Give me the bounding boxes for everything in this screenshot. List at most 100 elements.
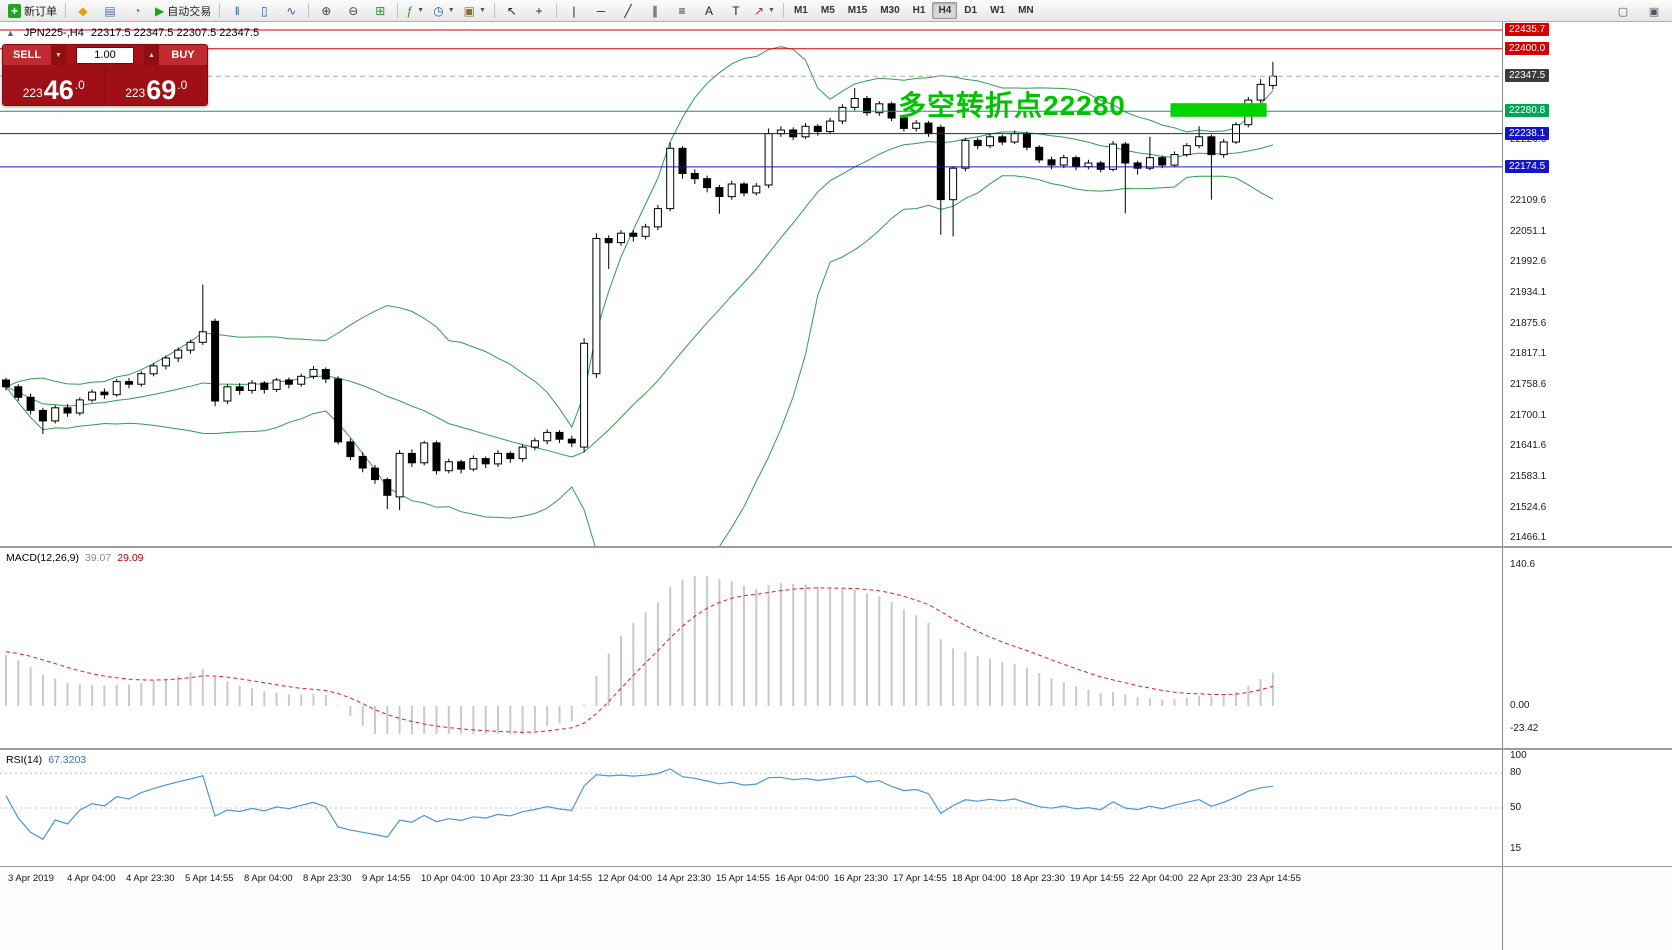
timeframe-button-w1[interactable]: W1 <box>990 5 1006 16</box>
tile-windows-icon[interactable]: ⊞ <box>367 1 393 21</box>
timeframe-button-h4[interactable]: H4 <box>932 2 958 19</box>
candle <box>875 103 884 114</box>
candle <box>1268 75 1277 86</box>
buy-button[interactable]: BUY <box>159 45 207 65</box>
bollinger-lower-band <box>5 175 1274 546</box>
timeframe-button-d1[interactable]: D1 <box>964 5 978 16</box>
macd-axis-label: -23.42 <box>1510 723 1539 735</box>
main-chart-canvas[interactable] <box>0 22 1502 546</box>
timeframe-button-m30[interactable]: M30 <box>880 5 900 16</box>
main-chart-plot[interactable]: ▲ JPN225-,H4 22317.5 22347.5 22307.5 223… <box>0 22 1502 546</box>
macd-plot[interactable]: MACD(12,26,9) 39.07 29.09 <box>0 548 1502 748</box>
candle <box>420 442 429 464</box>
templates-icon[interactable]: ▣ ▼ <box>460 1 490 21</box>
candle <box>924 122 933 135</box>
rsi-canvas[interactable] <box>0 750 1502 866</box>
price-tick: 21583.1 <box>1510 470 1547 482</box>
turning-point-zone[interactable] <box>1170 103 1267 117</box>
timeframe-button-m15[interactable]: M15 <box>847 5 868 16</box>
price-tag-22400.0: 22400.0 <box>1505 41 1550 55</box>
indicators-icon[interactable]: ƒ ▼ <box>402 1 428 21</box>
candle <box>555 431 564 440</box>
new-order-button[interactable]: + 新订单 <box>4 1 61 21</box>
text-icon: A <box>704 3 713 18</box>
fullscreen-icon[interactable]: ▢ <box>1617 5 1629 18</box>
turning-point-annotation[interactable]: 多空转折点22280 <box>898 90 1126 121</box>
candle <box>973 139 982 147</box>
rsi-name: RSI(14) <box>6 754 43 766</box>
arrows-icon[interactable]: ↗ ▼ <box>750 1 779 21</box>
autotrading-button[interactable]: ▶ 自动交易 <box>151 1 215 21</box>
time-label: 17 Apr 14:55 <box>893 873 947 884</box>
time-label: 15 Apr 14:55 <box>716 873 770 884</box>
periods-icon[interactable]: ◷ ▼ <box>429 1 458 21</box>
channel-icon: ∥ <box>651 3 658 18</box>
macd-panel: MACD(12,26,9) 39.07 29.09 140.6 0.00 -23.4… <box>0 546 1672 748</box>
candle <box>383 479 392 496</box>
volume-increase-button[interactable]: ▲ <box>144 45 159 65</box>
horizontal-line-icon: ─ <box>596 3 606 18</box>
candle <box>690 173 699 180</box>
timeframe-button-m5[interactable]: M5 <box>820 5 835 16</box>
rsi-plot[interactable]: RSI(14) 67.3203 <box>0 750 1502 866</box>
candle <box>1010 133 1019 143</box>
rsi-axis: 100 80 50 15 <box>1502 750 1672 866</box>
volume-input[interactable] <box>76 46 134 64</box>
candle <box>469 458 478 470</box>
refresh-icon[interactable]: ◔ <box>124 1 150 21</box>
candle <box>617 232 625 244</box>
time-label: 10 Apr 04:00 <box>421 873 475 884</box>
line-chart-icon[interactable]: ∿ <box>278 1 304 21</box>
trendline-icon: ╱ <box>624 3 632 18</box>
macd-canvas[interactable] <box>0 548 1502 748</box>
text-icon[interactable]: A <box>696 1 722 21</box>
cursor-icon[interactable]: ↖ <box>499 1 525 21</box>
timeframe-button-h1[interactable]: H1 <box>912 5 926 16</box>
candle <box>641 226 650 237</box>
channel-icon[interactable]: ∥ <box>642 1 668 21</box>
buy-price[interactable]: 223 69 .0 <box>106 65 208 105</box>
bar-chart-icon[interactable]: ‖ <box>224 1 250 21</box>
toolbar-separator <box>782 3 784 18</box>
new-chart-icon[interactable]: ◆ <box>70 1 96 21</box>
autotrading-button-label: 自动交易 <box>167 5 212 18</box>
candle <box>949 167 958 201</box>
macd-label: MACD(12,26,9) 39.07 29.09 <box>6 552 144 564</box>
vertical-line-icon[interactable]: | <box>561 1 587 21</box>
candle <box>1219 141 1228 156</box>
candle <box>346 441 355 458</box>
horizontal-line-icon[interactable]: ─ <box>588 1 614 21</box>
chart-header: ▲ JPN225-,H4 22317.5 22347.5 22307.5 223… <box>4 27 259 39</box>
rsi-panel: RSI(14) 67.3203 100 80 50 15 <box>0 748 1672 866</box>
trendline-icon[interactable]: ╱ <box>615 1 641 21</box>
one-click-collapse-button[interactable]: ▲ <box>6 28 15 38</box>
candle <box>1145 157 1154 169</box>
time-axis: 3 Apr 2019 4 Apr 04:00 4 Apr 23:30 5 Apr 14… <box>0 866 1672 950</box>
zoom-out-icon[interactable]: ⊖ <box>340 1 366 21</box>
candle <box>629 232 638 237</box>
candle <box>1096 162 1105 170</box>
fibonacci-icon[interactable]: ≡ <box>669 1 695 21</box>
candle <box>1182 145 1191 156</box>
bar-chart-icon: ‖ <box>234 3 240 18</box>
price-tick: 21875.6 <box>1510 317 1547 329</box>
time-label: 5 Apr 14:55 <box>185 873 234 884</box>
price-tick: 21641.6 <box>1510 440 1547 452</box>
profiles-icon[interactable]: ▤ <box>97 1 123 21</box>
sell-price[interactable]: 223 46 .0 <box>3 65 106 105</box>
time-label: 11 Apr 14:55 <box>539 873 593 884</box>
label-icon[interactable]: T <box>723 1 749 21</box>
sell-button[interactable]: SELL <box>3 45 51 65</box>
timeframe-button-m1[interactable]: M1 <box>793 5 808 16</box>
volume-decrease-button[interactable]: ▼ <box>51 45 66 65</box>
zoom-in-icon[interactable]: ⊕ <box>313 1 339 21</box>
candlestick-icon[interactable]: ▯ <box>251 1 277 21</box>
crosshair-icon[interactable]: + <box>526 1 552 21</box>
price-tag-22435.7: 22435.7 <box>1505 23 1550 36</box>
candle <box>334 378 343 443</box>
macd-signal-value: 29.09 <box>117 552 144 564</box>
layout-icon[interactable]: ▣ <box>1648 5 1660 18</box>
timeframe-button-mn[interactable]: MN <box>1018 5 1034 16</box>
candle <box>752 185 761 194</box>
